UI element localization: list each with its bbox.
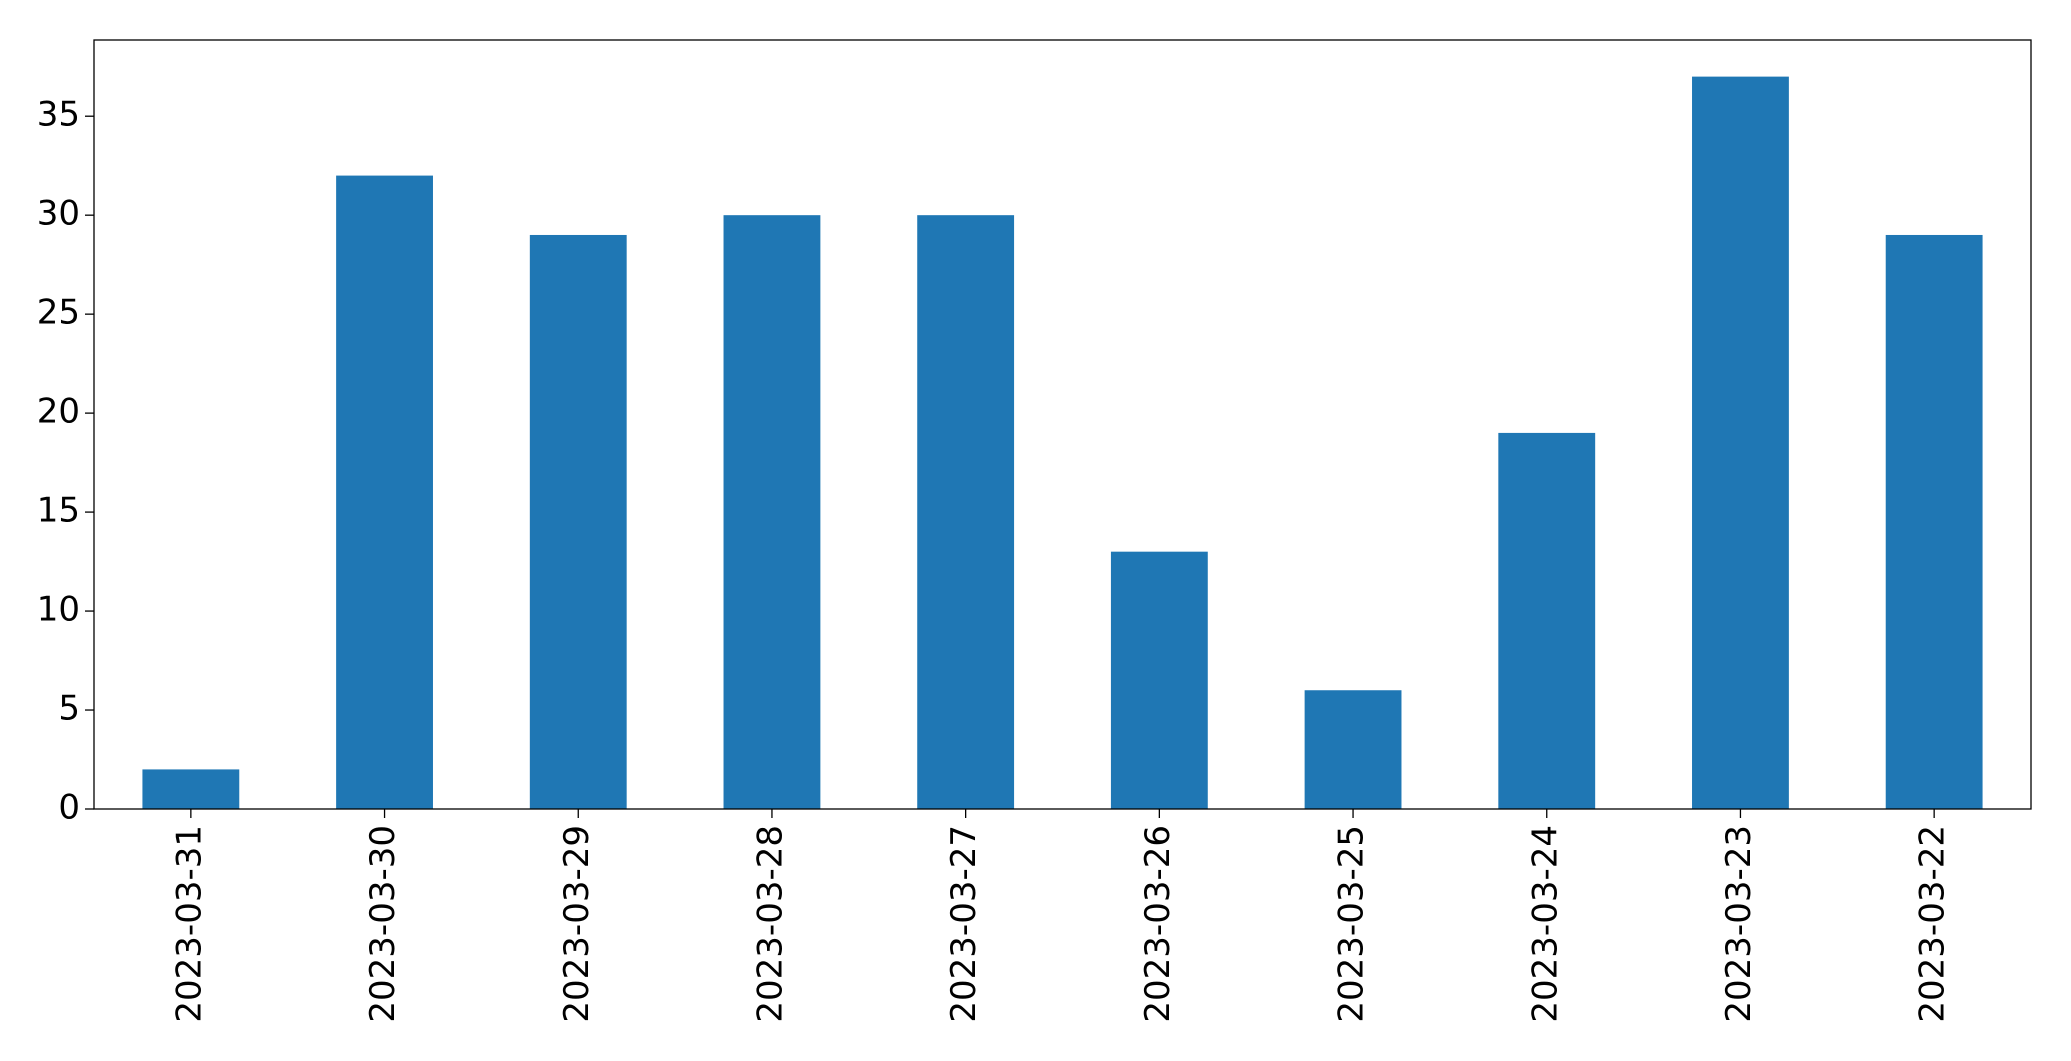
bar [142,769,240,809]
y-tick-label: 15 [37,491,80,531]
bar [723,215,821,809]
bar [529,234,627,809]
bar [917,215,1015,809]
x-tick-label: 2023-03-30 [363,825,403,1023]
bar [1885,234,1983,809]
x-tick-label: 2023-03-22 [1913,825,1953,1023]
bar [1498,432,1596,809]
y-tick-label: 20 [37,392,80,432]
y-tick-label: 30 [37,194,80,234]
y-tick-label: 5 [58,689,80,729]
x-tick-label: 2023-03-31 [169,825,209,1023]
y-tick-label: 0 [58,788,80,828]
x-tick-label: 2023-03-23 [1719,825,1759,1023]
bar [1692,76,1789,810]
x-tick-label: 2023-03-26 [1138,825,1178,1023]
bar [1304,690,1402,809]
bar [336,175,433,809]
x-tick-label: 2023-03-24 [1525,825,1565,1023]
y-tick-label: 25 [37,293,80,333]
plot-frame [93,39,2032,810]
y-tick-label: 10 [37,590,80,630]
x-tick-label: 2023-03-28 [750,825,790,1023]
x-tick-label: 2023-03-27 [944,825,984,1023]
y-tick-label: 35 [37,95,80,135]
x-tick-label: 2023-03-25 [1332,825,1372,1023]
x-tick-label: 2023-03-29 [557,825,597,1023]
bar [1110,551,1208,809]
